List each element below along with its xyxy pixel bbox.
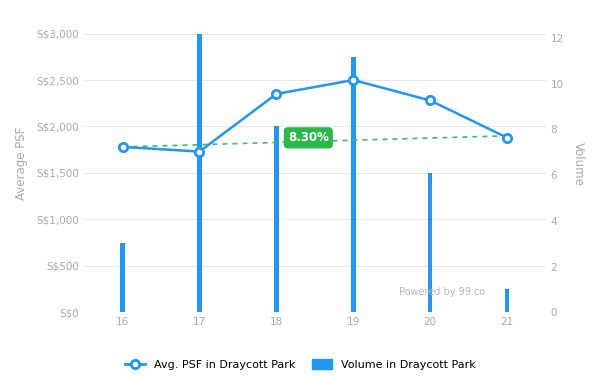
Bar — [428, 173, 433, 312]
Text: 8.30%: 8.30% — [288, 131, 329, 144]
Y-axis label: Average PSF: Average PSF — [15, 127, 28, 200]
Y-axis label: Volume: Volume — [572, 142, 585, 186]
Bar — [274, 126, 278, 312]
Bar — [120, 243, 125, 312]
Bar — [197, 33, 202, 312]
Legend: Avg. PSF in Draycott Park, Volume in Draycott Park: Avg. PSF in Draycott Park, Volume in Dra… — [120, 355, 480, 374]
Bar — [351, 57, 356, 312]
Text: Powered by 99.co: Powered by 99.co — [400, 287, 485, 297]
Bar — [505, 289, 509, 312]
